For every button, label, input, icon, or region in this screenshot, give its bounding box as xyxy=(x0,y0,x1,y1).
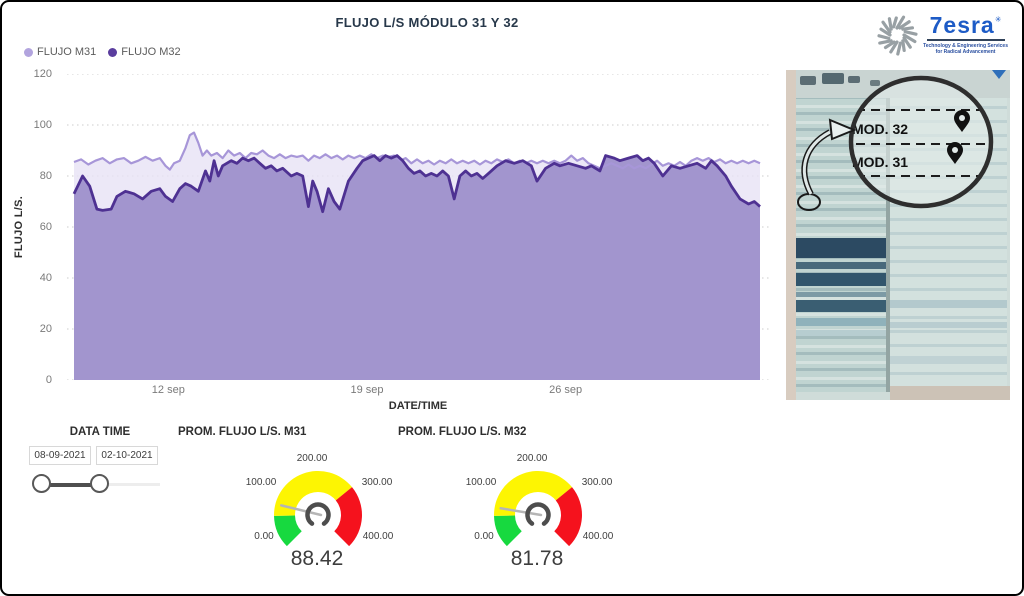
legend-dot-m31-icon xyxy=(24,47,33,57)
gauge-m32[interactable]: PROM. FLUJO L/S. M32 0.00 100.00 200.00 … xyxy=(398,426,613,594)
y-tick-label: 80 xyxy=(39,170,52,182)
slider-handle-end[interactable] xyxy=(90,474,109,493)
date-range-slider xyxy=(24,470,176,502)
logo-spiral-icon xyxy=(877,15,918,56)
magnifier-ring xyxy=(848,75,994,209)
gauge-scale-min: 0.00 xyxy=(254,531,274,542)
x-tick-label: 26 sep xyxy=(549,384,583,396)
y-axis-tick-labels: 0 20 40 60 80 100 120 xyxy=(2,68,60,386)
logo-brand-text: 7esra xyxy=(929,12,995,38)
callout-arrowhead-icon xyxy=(828,118,857,141)
data-time-heading: DATA TIME xyxy=(69,426,131,438)
logo-text-block: 7esra✳ Technology & Engineering Services… xyxy=(923,12,1008,56)
gauge-scale-100: 100.00 xyxy=(465,477,497,488)
end-date-input[interactable]: 02-10-2021 xyxy=(96,446,158,465)
gauge-scale-max: 400.00 xyxy=(362,531,394,542)
flow-area-chart[interactable] xyxy=(67,73,770,385)
x-tick-label: 19 sep xyxy=(350,384,384,396)
legend-item-m31[interactable]: FLUJO M31 xyxy=(24,46,96,58)
gauge-m31-title: PROM. FLUJO L/S. M31 xyxy=(178,426,307,438)
gauge-m31-value: 88.42 xyxy=(290,547,344,570)
gauge-scale-max: 400.00 xyxy=(582,531,614,542)
y-tick-label: 0 xyxy=(45,374,52,386)
x-axis-tick-labels: 12 sep 19 sep 26 sep xyxy=(67,384,770,398)
gauge-m32-title: PROM. FLUJO L/S. M32 xyxy=(398,426,527,438)
start-date-input[interactable]: 08-09-2021 xyxy=(29,446,91,465)
y-tick-label: 100 xyxy=(33,119,52,131)
gauge-needle xyxy=(499,507,543,517)
gauge-needle xyxy=(279,504,323,517)
gauge-scale-100: 100.00 xyxy=(245,477,277,488)
date-range-inputs: 08-09-2021 02-10-2021 xyxy=(29,446,176,465)
logo-divider xyxy=(926,39,1005,41)
gauge-scale-300: 300.00 xyxy=(581,477,613,488)
y-tick-label: 20 xyxy=(39,323,52,335)
slider-handle-start[interactable] xyxy=(32,474,51,493)
chart-legend: FLUJO M31 FLUJO M32 xyxy=(24,46,181,58)
gauge-scale-200: 200.00 xyxy=(296,453,328,464)
map-label-mod31: MOD. 31 xyxy=(852,154,908,170)
gauge-center-icon xyxy=(305,502,331,526)
gauge-m31[interactable]: PROM. FLUJO L/S. M31 0.00 100.00 200.00 … xyxy=(178,426,393,594)
legend-label-m31: FLUJO M31 xyxy=(37,46,97,58)
y-tick-label: 120 xyxy=(33,68,52,80)
map-pin-mod32-icon xyxy=(954,110,970,132)
gauge-center-icon xyxy=(525,502,551,526)
logo-tagline-2: for Radical Advancement xyxy=(935,49,996,55)
map-pin-mod31-icon xyxy=(947,142,963,164)
legend-label-m32: FLUJO M32 xyxy=(121,46,181,58)
y-tick-label: 60 xyxy=(39,221,52,233)
logo-tagline-1: Technology & Engineering Services xyxy=(923,43,1008,49)
module-map-image: MOD. 32 MOD. 31 xyxy=(786,70,1010,400)
y-tick-label: 40 xyxy=(39,272,52,284)
gauge-m32-value: 81.78 xyxy=(510,547,564,570)
legend-dot-m32-icon xyxy=(108,47,118,57)
data-time-filter: DATA TIME 08-09-2021 02-10-2021 xyxy=(24,426,176,502)
gauge-scale-min: 0.00 xyxy=(474,531,494,542)
map-label-mod32: MOD. 32 xyxy=(852,121,908,137)
legend-item-m32[interactable]: FLUJO M32 xyxy=(108,46,181,58)
page-title: FLUJO L/S MÓDULO 31 Y 32 xyxy=(335,15,519,30)
x-axis-title: DATE/TIME xyxy=(388,400,448,412)
company-logo: 7esra✳ Technology & Engineering Services… xyxy=(874,12,1008,58)
logo-mark-icon: ✳ xyxy=(994,15,1002,24)
map-marker-triangle-icon xyxy=(992,70,1006,79)
gauge-scale-300: 300.00 xyxy=(361,477,393,488)
slider-selected-range[interactable] xyxy=(42,482,100,487)
gauge-m32-dial xyxy=(494,471,582,547)
gauge-m31-dial xyxy=(274,471,362,547)
x-tick-label: 12 sep xyxy=(151,384,185,396)
gauge-scale-200: 200.00 xyxy=(516,453,548,464)
